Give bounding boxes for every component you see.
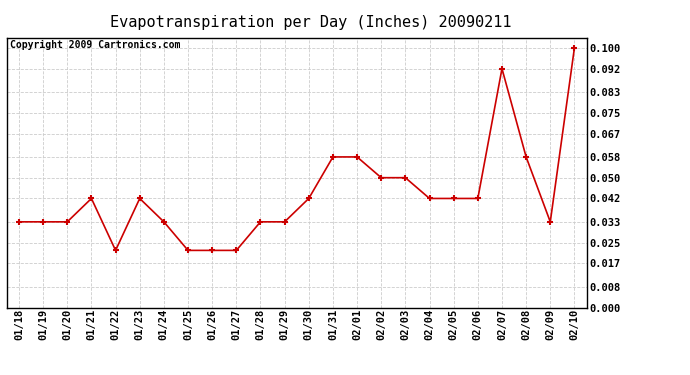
- Text: Evapotranspiration per Day (Inches) 20090211: Evapotranspiration per Day (Inches) 2009…: [110, 15, 511, 30]
- Text: Copyright 2009 Cartronics.com: Copyright 2009 Cartronics.com: [10, 40, 180, 50]
